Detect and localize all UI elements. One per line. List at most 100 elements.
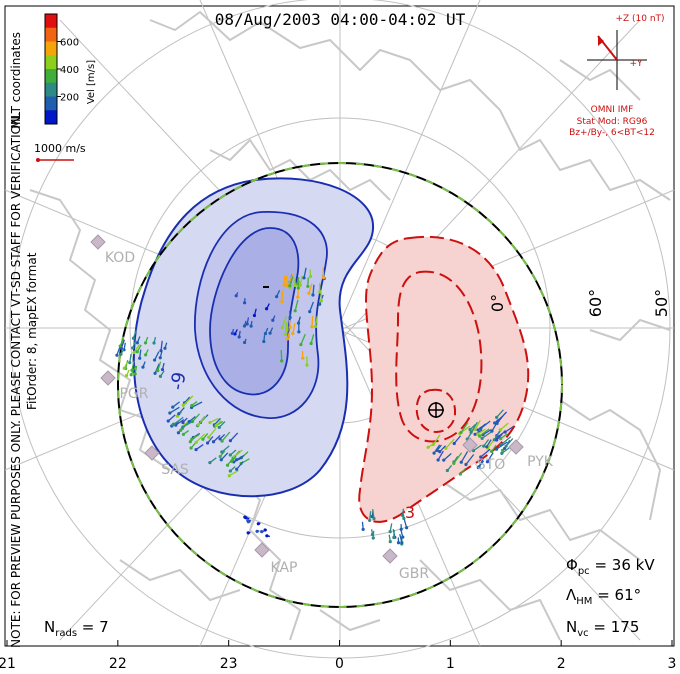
- vector-origin: [485, 460, 490, 464]
- vector-origin: [388, 530, 392, 534]
- station-label-gbr: GBR: [399, 566, 429, 582]
- station-marker-kap: [254, 542, 270, 558]
- stat-n-vc: Nvc = 175: [566, 618, 639, 639]
- vector-origin: [305, 363, 309, 367]
- velocity-vector: [465, 454, 475, 465]
- vector-origin: [237, 335, 241, 339]
- vector-origin: [181, 403, 185, 407]
- velocity-vector: [195, 433, 205, 443]
- vector-origin: [132, 350, 136, 355]
- vector-origin: [130, 368, 134, 372]
- velocity-vector: [300, 333, 306, 345]
- vector-origin: [297, 330, 301, 334]
- vector-origin: [459, 430, 463, 435]
- velocity-vector: [192, 413, 201, 422]
- vector-origin: [214, 423, 218, 428]
- velocity-vector: [437, 450, 444, 461]
- velocity-vector: [453, 435, 462, 444]
- vector-origin: [283, 332, 288, 336]
- preview-note: NOTE: FOR PREVIEW PURPOSES ONLY. PLEASE …: [9, 112, 23, 648]
- vector-origin: [246, 519, 250, 523]
- vector-origin: [493, 421, 497, 425]
- station-label-sto: STO: [477, 457, 505, 473]
- velocity-vector: [496, 409, 504, 418]
- vector-origin: [477, 465, 481, 469]
- stat-nvc-value: = 175: [589, 618, 640, 636]
- vector-origin: [286, 337, 290, 341]
- vector-origin: [249, 324, 253, 328]
- mlt-tick-label: 0: [335, 656, 344, 672]
- vector-origin: [152, 341, 156, 345]
- vector-origin: [482, 444, 486, 448]
- velocity-vector: [133, 344, 141, 353]
- vector-origin: [129, 373, 133, 377]
- radar-stations: KOD PGR SAS KAP GBR STO PYK: [90, 234, 554, 582]
- vector-origin: [235, 467, 239, 471]
- vector-origin: [262, 339, 266, 344]
- imf-y-label: +Y: [629, 59, 643, 69]
- vector-origin: [265, 534, 269, 538]
- vector-origin: [288, 284, 292, 288]
- velocity-vector: [234, 449, 243, 458]
- vector-origin: [220, 450, 224, 454]
- colorbar-tick-label: 200: [60, 93, 79, 104]
- station-label-pgr: PGR: [119, 386, 148, 402]
- velocity-vector: [292, 323, 296, 334]
- stat-lambda-value: = 61°: [592, 586, 641, 604]
- vector-origin: [368, 518, 372, 523]
- stat-phi-value: = 36 kV: [590, 556, 656, 574]
- vector-origin: [228, 439, 233, 443]
- vector-origin: [201, 437, 205, 441]
- mlt-axis: 21 22 23 0 1 2 3: [0, 640, 676, 672]
- stat-nvc-symbol: N: [566, 618, 577, 636]
- vector-origin: [400, 540, 404, 545]
- stat-phi-sub: pc: [578, 566, 590, 577]
- station-label-sas: SAS: [161, 462, 189, 478]
- vector-origin: [196, 423, 200, 427]
- mlt-tick-label: 1: [446, 656, 455, 672]
- vector-origin: [490, 429, 494, 433]
- vector-origin: [370, 514, 374, 519]
- svg-text:Nvc = 175: Nvc = 175: [566, 618, 639, 639]
- vector-origin: [308, 310, 312, 314]
- positive-convection-cell: [358, 235, 530, 523]
- vector-origin: [176, 431, 181, 435]
- velocity-vector: [480, 420, 491, 429]
- vector-origin: [372, 516, 376, 521]
- vector-origin: [296, 295, 300, 299]
- velocity-vector: [481, 431, 492, 439]
- vector-origin: [468, 427, 472, 432]
- reference-vector: [36, 158, 74, 162]
- vector-origin: [225, 463, 230, 467]
- vector-origin: [492, 438, 496, 442]
- vector-origin: [318, 290, 322, 294]
- velocity-vector: [221, 431, 231, 442]
- vector-origin: [438, 450, 442, 454]
- vector-origin: [135, 350, 139, 354]
- vector-origin: [396, 541, 401, 545]
- vector-origin: [181, 425, 185, 429]
- imf-scale-label: +Z (10 nT): [615, 14, 664, 24]
- vector-origin: [282, 283, 286, 287]
- vector-origin: [476, 428, 480, 432]
- vector-origin: [128, 361, 132, 365]
- vector-origin: [260, 530, 264, 534]
- vector-origin: [230, 331, 234, 335]
- vector-origin: [188, 440, 192, 444]
- colorbar-tick-label: 400: [60, 65, 79, 76]
- colorbar-segment: [45, 14, 57, 29]
- colorbar: 200 400 600: [44, 13, 79, 125]
- vector-origin: [158, 356, 162, 360]
- vector-origin: [473, 427, 477, 431]
- vector-origin: [166, 419, 170, 423]
- velocity-vector: [505, 438, 514, 447]
- vector-origin: [291, 331, 295, 336]
- station-marker-gbr: [382, 548, 398, 564]
- vector-origin: [444, 446, 448, 450]
- vector-origin: [172, 422, 176, 427]
- vector-origin: [302, 276, 306, 280]
- vector-origin: [138, 356, 142, 360]
- vector-origin: [264, 307, 269, 311]
- vector-origin: [480, 436, 484, 440]
